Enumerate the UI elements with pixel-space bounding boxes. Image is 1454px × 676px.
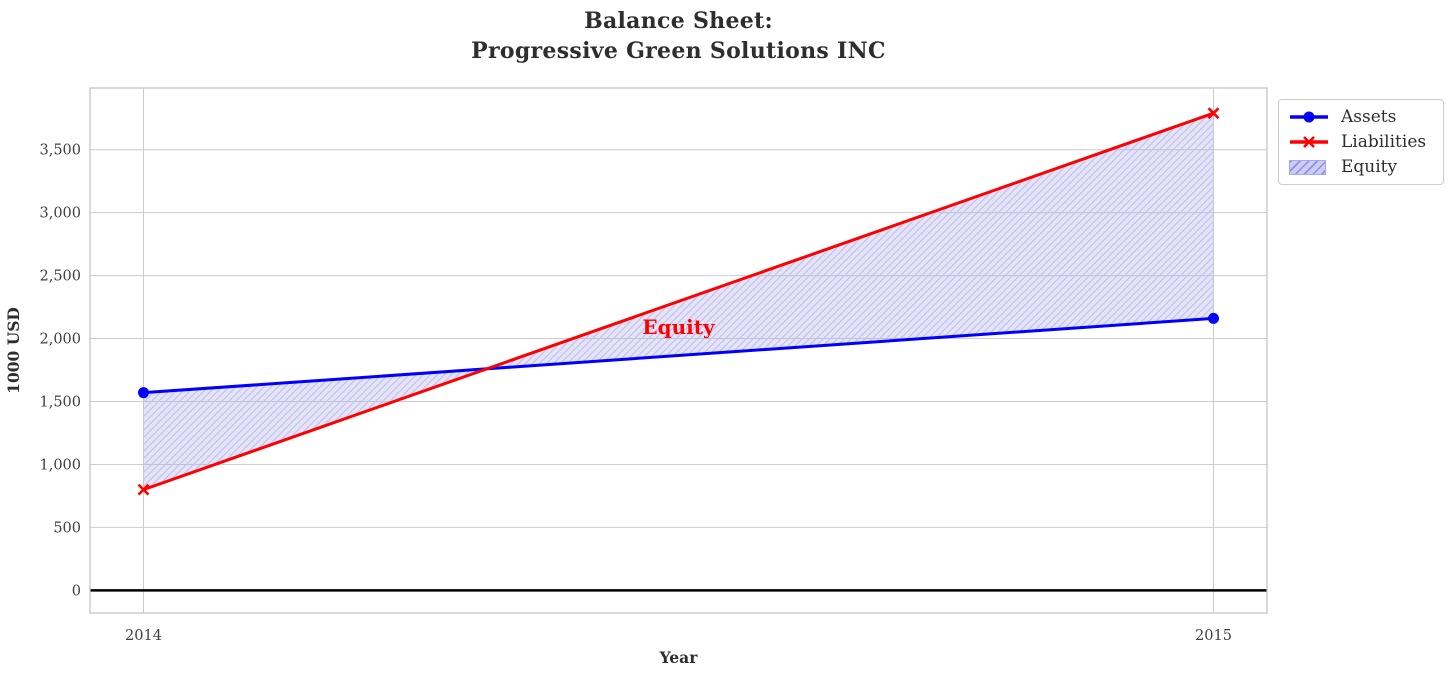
y-tick-label-1000: 1,000 <box>39 457 81 473</box>
legend-row-assets: Assets <box>1289 107 1439 127</box>
assets-marker <box>138 387 149 399</box>
y-tick-label-3500: 3,500 <box>39 143 81 159</box>
legend-line-x-icon <box>1289 132 1329 152</box>
liabilities-marker <box>137 483 150 496</box>
assets-line <box>143 316 1214 395</box>
legend-row-liabilities: Liabilities <box>1289 132 1439 152</box>
legend-label-liabilities: Liabilities <box>1341 132 1427 152</box>
y-tick-label-2500: 2,500 <box>39 269 81 285</box>
y-axis-label: 1000 USD <box>4 307 23 394</box>
y-tick-label-500: 500 <box>53 520 81 536</box>
x-tick-label-2015: 2015 <box>1195 628 1232 644</box>
liabilities-line <box>143 111 1214 492</box>
legend: Assets Liabilities Equity <box>1278 99 1444 185</box>
y-tick-label-1500: 1,500 <box>39 394 81 410</box>
chart-title-line1: Balance Sheet: <box>584 8 773 34</box>
legend-row-equity: Equity <box>1289 157 1439 177</box>
equity-annotation: Equity <box>642 315 716 339</box>
legend-label-equity: Equity <box>1341 157 1398 177</box>
legend-line-swatch <box>1290 111 1328 123</box>
legend-x-marker <box>1303 136 1315 148</box>
chart-title: Balance Sheet: Progressive Green Solutio… <box>90 6 1267 66</box>
y-tick-label-3000: 3,000 <box>39 206 81 222</box>
y-tick-label-2000: 2,000 <box>39 332 81 348</box>
x-axis-label: Year <box>659 648 699 667</box>
chart-title-line2: Progressive Green Solutions INC <box>471 38 886 64</box>
assets-marker <box>1208 312 1219 324</box>
y-tick-label-0: 0 <box>72 583 81 599</box>
x-tick-label-2014: 2014 <box>125 628 162 644</box>
legend-line-circle-icon <box>1289 107 1329 127</box>
equity-hatch-swatch <box>1289 159 1326 175</box>
legend-line-swatch <box>1290 136 1328 148</box>
legend-label-assets: Assets <box>1341 107 1397 127</box>
plot-frame <box>89 87 1268 614</box>
liabilities-marker <box>1207 107 1220 120</box>
legend-hatch-patch-icon <box>1289 157 1329 177</box>
legend-circle-marker <box>1303 111 1315 123</box>
